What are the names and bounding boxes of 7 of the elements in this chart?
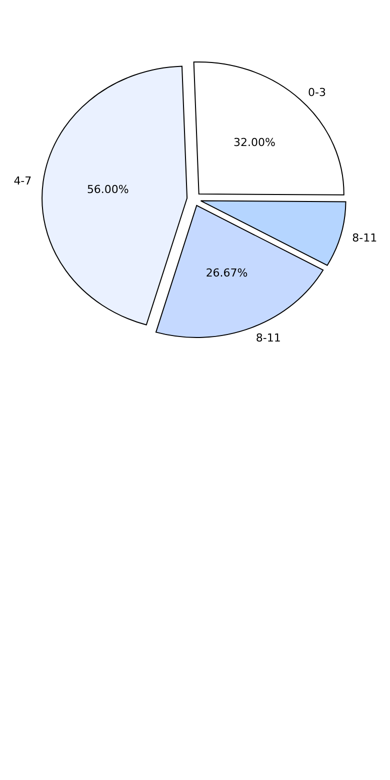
slice-label: 4-7 (14, 174, 32, 188)
slice-label: 8-11 (352, 231, 378, 244)
data-label: 56.00% (86, 183, 129, 196)
data-label: 26.67% (206, 266, 248, 280)
slice-label: 8-11 (256, 331, 281, 344)
data-label: 32.00% (234, 136, 276, 149)
slice-label: 0-3 (308, 86, 326, 99)
